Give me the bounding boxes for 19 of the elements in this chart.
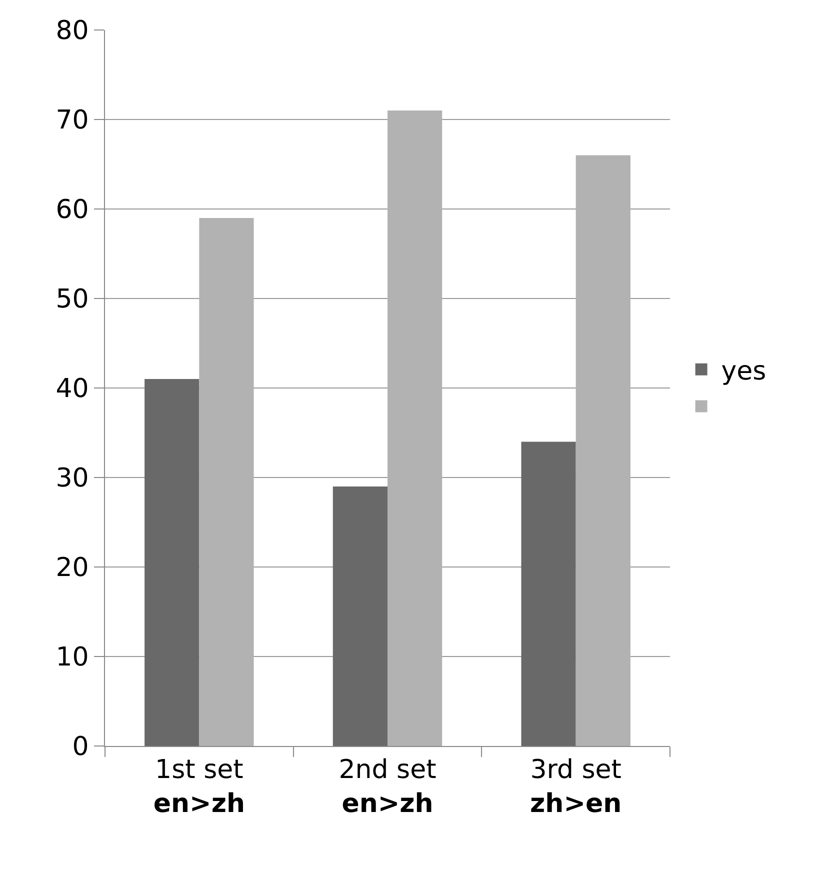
y-tick-label: 10	[56, 642, 89, 673]
x-tick-label: 2nd set en>zh	[338, 755, 436, 819]
y-tick-label: 80	[56, 16, 89, 46]
bar	[576, 155, 630, 746]
bar	[332, 486, 388, 746]
y-tick-label: 20	[56, 553, 89, 584]
bar	[521, 442, 576, 746]
legend-label: yes	[721, 356, 766, 387]
y-tick-label: 30	[56, 464, 89, 494]
y-tick-label: 70	[56, 106, 89, 136]
bar	[144, 379, 200, 746]
y-tick-label: 0	[72, 732, 89, 762]
x-tick-label: 3rd set zh>en	[530, 755, 622, 819]
bar	[388, 110, 442, 746]
x-tick-label: 1st set en>zh	[153, 755, 245, 819]
y-tick-label: 50	[56, 284, 89, 315]
bar	[199, 218, 254, 746]
y-tick-label: 40	[56, 374, 89, 404]
y-tick-label: 60	[56, 195, 89, 226]
